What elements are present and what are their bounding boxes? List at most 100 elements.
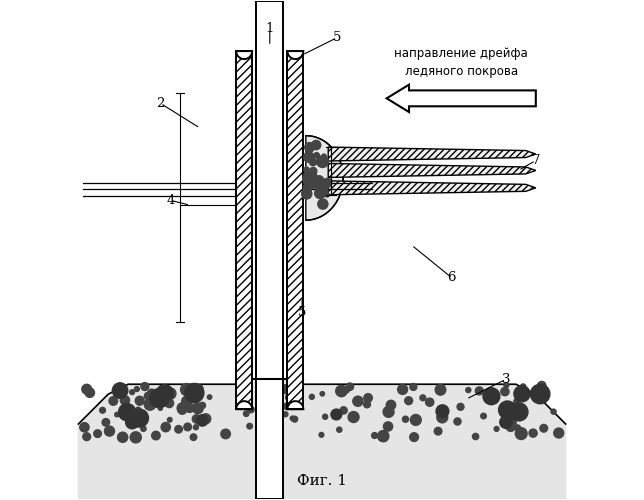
Circle shape xyxy=(305,142,314,152)
Circle shape xyxy=(262,394,270,402)
Circle shape xyxy=(506,422,515,432)
Circle shape xyxy=(538,390,544,396)
Circle shape xyxy=(515,428,527,440)
Circle shape xyxy=(538,382,546,390)
Circle shape xyxy=(323,414,328,420)
Circle shape xyxy=(120,396,129,405)
Circle shape xyxy=(194,391,202,398)
Circle shape xyxy=(141,426,146,432)
Circle shape xyxy=(264,404,272,411)
Polygon shape xyxy=(287,51,303,59)
Circle shape xyxy=(531,384,550,404)
Circle shape xyxy=(515,425,520,430)
Circle shape xyxy=(364,394,372,402)
Circle shape xyxy=(504,383,509,388)
Circle shape xyxy=(340,406,347,414)
Circle shape xyxy=(164,399,168,403)
Bar xyxy=(256,2,283,498)
Text: Фиг. 1: Фиг. 1 xyxy=(297,474,347,488)
Circle shape xyxy=(310,168,317,175)
Circle shape xyxy=(554,428,564,438)
Circle shape xyxy=(193,424,198,430)
Circle shape xyxy=(510,403,528,421)
Circle shape xyxy=(292,416,298,422)
Circle shape xyxy=(131,409,149,427)
Circle shape xyxy=(386,400,395,409)
Circle shape xyxy=(353,396,363,406)
Circle shape xyxy=(274,386,281,393)
Polygon shape xyxy=(328,164,536,177)
Text: 1: 1 xyxy=(265,22,274,35)
Circle shape xyxy=(434,428,442,435)
Circle shape xyxy=(175,426,182,433)
Circle shape xyxy=(292,388,296,392)
Circle shape xyxy=(150,396,156,402)
Circle shape xyxy=(377,430,389,442)
Circle shape xyxy=(207,395,212,400)
Polygon shape xyxy=(236,401,252,409)
Circle shape xyxy=(260,396,264,400)
Circle shape xyxy=(115,412,119,417)
Circle shape xyxy=(144,392,151,400)
Circle shape xyxy=(141,382,149,390)
Circle shape xyxy=(514,386,530,402)
Circle shape xyxy=(165,388,176,399)
Circle shape xyxy=(147,389,156,397)
Circle shape xyxy=(165,390,170,394)
Circle shape xyxy=(305,176,309,180)
Text: 2: 2 xyxy=(156,97,165,110)
Polygon shape xyxy=(236,51,252,59)
Circle shape xyxy=(304,152,314,162)
Circle shape xyxy=(312,140,321,149)
Circle shape xyxy=(118,404,136,421)
Circle shape xyxy=(494,426,499,432)
Circle shape xyxy=(317,156,328,168)
Circle shape xyxy=(199,402,205,408)
Circle shape xyxy=(118,432,128,442)
Circle shape xyxy=(457,404,464,410)
Circle shape xyxy=(321,182,328,189)
Circle shape xyxy=(319,432,324,437)
Circle shape xyxy=(185,384,204,402)
Circle shape xyxy=(303,184,312,192)
Text: 4: 4 xyxy=(166,194,175,207)
Circle shape xyxy=(130,432,141,443)
Circle shape xyxy=(336,386,347,396)
Circle shape xyxy=(383,422,393,431)
Text: 5: 5 xyxy=(298,306,307,318)
Circle shape xyxy=(500,416,512,428)
Circle shape xyxy=(305,172,310,178)
Circle shape xyxy=(304,167,309,172)
Circle shape xyxy=(483,388,500,404)
Polygon shape xyxy=(328,147,536,161)
Circle shape xyxy=(372,432,377,438)
Circle shape xyxy=(287,393,296,401)
Circle shape xyxy=(473,434,478,440)
Circle shape xyxy=(529,429,537,437)
Circle shape xyxy=(129,390,135,394)
Circle shape xyxy=(480,414,486,419)
Circle shape xyxy=(158,406,162,410)
Circle shape xyxy=(221,429,231,438)
Circle shape xyxy=(303,174,314,185)
Circle shape xyxy=(290,416,295,420)
Circle shape xyxy=(85,388,95,398)
Circle shape xyxy=(345,388,349,392)
Circle shape xyxy=(94,430,101,438)
Circle shape xyxy=(186,406,193,412)
Circle shape xyxy=(135,396,144,405)
Circle shape xyxy=(317,186,328,197)
Circle shape xyxy=(112,383,128,398)
Circle shape xyxy=(185,404,194,412)
Circle shape xyxy=(150,388,169,408)
Circle shape xyxy=(410,414,421,426)
Circle shape xyxy=(126,416,138,429)
Circle shape xyxy=(100,408,106,413)
Circle shape xyxy=(303,174,310,181)
Circle shape xyxy=(144,399,156,410)
Circle shape xyxy=(323,178,332,188)
FancyArrow shape xyxy=(386,84,536,112)
Text: ледяного покрова: ледяного покрова xyxy=(404,64,518,78)
Circle shape xyxy=(259,425,267,432)
Circle shape xyxy=(193,403,204,413)
